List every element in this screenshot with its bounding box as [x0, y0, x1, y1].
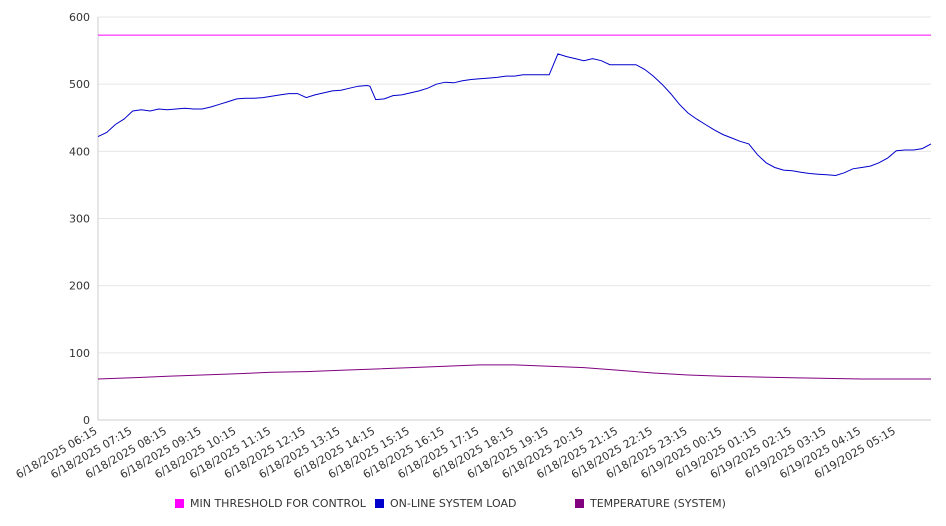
- legend-item[interactable]: TEMPERATURE (SYSTEM): [575, 497, 726, 510]
- legend-label: ON-LINE SYSTEM LOAD: [390, 497, 517, 510]
- series-lines: [97, 34, 932, 380]
- y-tick-label: 0: [83, 414, 90, 427]
- x-axis-ticks: 6/18/2025 06:156/18/2025 07:156/18/2025 …: [14, 424, 898, 481]
- series-line: [97, 364, 931, 380]
- legend-label: TEMPERATURE (SYSTEM): [590, 497, 726, 510]
- chart: 0 100 200 300 400 500 600 6/18/2025 06:156/18/…: [14, 11, 932, 481]
- y-tick-label: 400: [69, 145, 90, 158]
- legend-swatch: [175, 499, 184, 508]
- legend-swatch: [375, 499, 384, 508]
- series-line: [97, 53, 932, 177]
- axes: [97, 17, 931, 421]
- y-axis-ticks: 0 100 200 300 400 500 600: [69, 11, 90, 427]
- y-tick-label: 600: [69, 11, 90, 24]
- legend-item[interactable]: ON-LINE SYSTEM LOAD: [375, 497, 516, 510]
- legend-label: MIN THRESHOLD FOR CONTROL: [190, 497, 366, 510]
- y-tick-label: 500: [69, 78, 90, 91]
- y-tick-label: 200: [69, 280, 90, 293]
- legend-item[interactable]: MIN THRESHOLD FOR CONTROL: [175, 497, 366, 510]
- y-tick-label: 300: [69, 213, 90, 226]
- grid-lines: [98, 16, 931, 354]
- y-tick-label: 100: [69, 347, 90, 360]
- legend: MIN THRESHOLD FOR CONTROL ON-LINE SYSTEM …: [0, 497, 946, 515]
- legend-swatch: [575, 499, 584, 508]
